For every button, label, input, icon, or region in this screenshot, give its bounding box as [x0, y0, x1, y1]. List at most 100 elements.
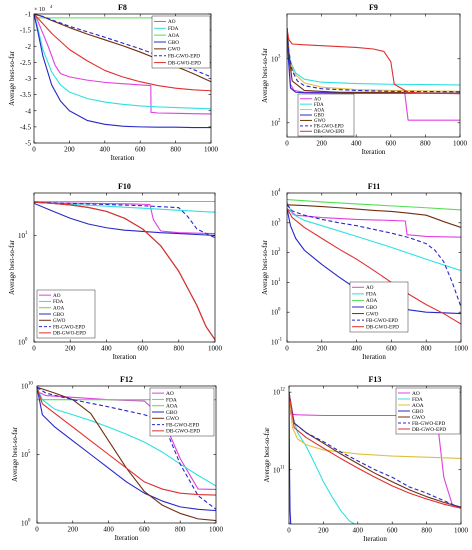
- legend-entry: FB-GWO-EPD: [412, 421, 445, 427]
- x-tick-label: 600: [386, 140, 397, 148]
- y-tick-exponent: 3: [278, 54, 281, 59]
- series-line-fb-gwo-epd: [287, 204, 461, 308]
- x-tick-label: 600: [139, 526, 150, 534]
- y-tick-label: -2: [25, 43, 31, 51]
- series-line-aoa: [287, 28, 460, 92]
- y-tick-label: 10: [21, 383, 29, 391]
- series-line-gwo: [287, 204, 461, 228]
- y-axis-label: Average best-so-far: [8, 50, 16, 106]
- legend-entry: AOA: [366, 298, 377, 304]
- y-tick-label: 10: [18, 232, 26, 240]
- legend-entry: DB-GWO-EPD: [366, 325, 399, 331]
- series-line-gwo: [37, 386, 216, 522]
- legend-entry: AO: [166, 391, 174, 397]
- x-tick-label: 1000: [453, 140, 468, 148]
- x-axis-label: Iteration: [115, 534, 139, 542]
- x-tick-label: 0: [285, 345, 289, 353]
- y-tick-label: 10: [273, 389, 281, 397]
- y-tick-exponent: 1: [25, 231, 28, 236]
- legend-entry: GWO: [314, 119, 326, 124]
- x-tick-label: 600: [135, 146, 146, 154]
- x-tick-label: 400: [351, 345, 362, 353]
- legend-entry: GBO: [366, 305, 377, 311]
- x-tick-label: 600: [386, 345, 397, 353]
- legend-entry: AO: [168, 19, 176, 25]
- y-tick-label: 10: [271, 55, 279, 63]
- x-axis-label: Iteration: [362, 148, 386, 156]
- y-tick-exponent: 2: [278, 118, 281, 123]
- x-tick-label: 600: [387, 527, 398, 535]
- x-tick-label: 1000: [209, 526, 224, 534]
- legend-entry: AO: [53, 293, 61, 299]
- legend-entry: AO: [366, 285, 374, 291]
- y-tick-label: -1.5: [20, 27, 32, 35]
- legend-entry: GWO: [366, 311, 379, 317]
- series-line-fda: [34, 14, 211, 110]
- legend-entry: GBO: [412, 409, 423, 415]
- plot-frame: [33, 192, 216, 343]
- legend-entry: AO: [412, 391, 420, 397]
- series-line-db-gwo-epd: [287, 208, 461, 325]
- y-tick-label: -3.5: [20, 91, 32, 99]
- legend-entry: GBO: [168, 40, 179, 46]
- y-tick-label: -2.5: [20, 59, 32, 67]
- chart-panel-f8: 0 200 400 600 800 1000 -5 -4.5 -4 -3.5 -3 -2.5 -2 -1.…: [8, 3, 219, 162]
- y-tick-exponent: 10: [28, 382, 33, 387]
- legend-entry: FB-GWO-EPD: [366, 318, 398, 324]
- x-tick-label: 0: [32, 146, 36, 154]
- y-tick-exponent: 1: [278, 278, 281, 283]
- x-axis-label: Iteration: [363, 535, 387, 543]
- legend-entry: FB-GWO-EPD: [168, 54, 200, 60]
- x-tick-label: 0: [35, 526, 39, 534]
- legend-entry: GWO: [168, 47, 181, 53]
- y-tick-label: 10: [271, 309, 279, 317]
- y-tick-label: -4.5: [20, 123, 32, 131]
- x-tick-label: 200: [316, 140, 327, 148]
- x-tick-label: 800: [175, 526, 186, 534]
- series-line-db-gwo-epd: [287, 28, 460, 95]
- y-tick-exponent: -1: [278, 338, 283, 343]
- legend-entry: AOA: [168, 33, 179, 39]
- series-line-db-gwo-epd: [34, 201, 215, 341]
- y-tick-label: 10: [18, 339, 26, 347]
- series-line-fb-gwo-epd: [37, 386, 216, 510]
- y-tick-label: -1: [25, 11, 31, 19]
- legend-entry: AOA: [53, 306, 64, 312]
- series-line-gwo: [289, 392, 461, 508]
- x-tick-label: 800: [174, 345, 185, 353]
- series-line-ao: [287, 208, 461, 238]
- y-multiplier: × 10: [34, 7, 45, 13]
- legend-entry: FDA: [166, 397, 177, 403]
- legend-entry: FDA: [412, 397, 423, 403]
- x-tick-label: 1000: [204, 146, 219, 154]
- series-line-gbo: [34, 202, 215, 236]
- plot-frame: [286, 192, 462, 343]
- series-line-fda: [287, 28, 460, 86]
- x-tick-label: 200: [65, 345, 76, 353]
- chart-title: F12: [120, 375, 133, 384]
- x-tick-label: 800: [421, 527, 432, 535]
- y-tick-label: 10: [271, 339, 279, 347]
- y-tick-label: 10: [21, 520, 29, 528]
- legend-entry: DB-GWO-EPD: [168, 60, 201, 66]
- legend-entry: GWO: [53, 318, 66, 324]
- legend-entry: FDA: [168, 26, 179, 32]
- y-tick-exponent: 3: [278, 218, 281, 223]
- x-tick-label: 400: [101, 345, 112, 353]
- legend-entry: FB-GWO-EPD: [53, 324, 85, 330]
- legend-entry: FB-GWO-EPD: [314, 125, 344, 130]
- plot-frame: [286, 13, 461, 138]
- legend-entry: GWO: [166, 416, 179, 422]
- series-line-fb-gwo-epd: [34, 201, 215, 239]
- x-tick-label: 400: [100, 146, 111, 154]
- x-tick-label: 400: [351, 140, 362, 148]
- x-tick-label: 200: [68, 526, 79, 534]
- chart-title: F10: [118, 182, 131, 191]
